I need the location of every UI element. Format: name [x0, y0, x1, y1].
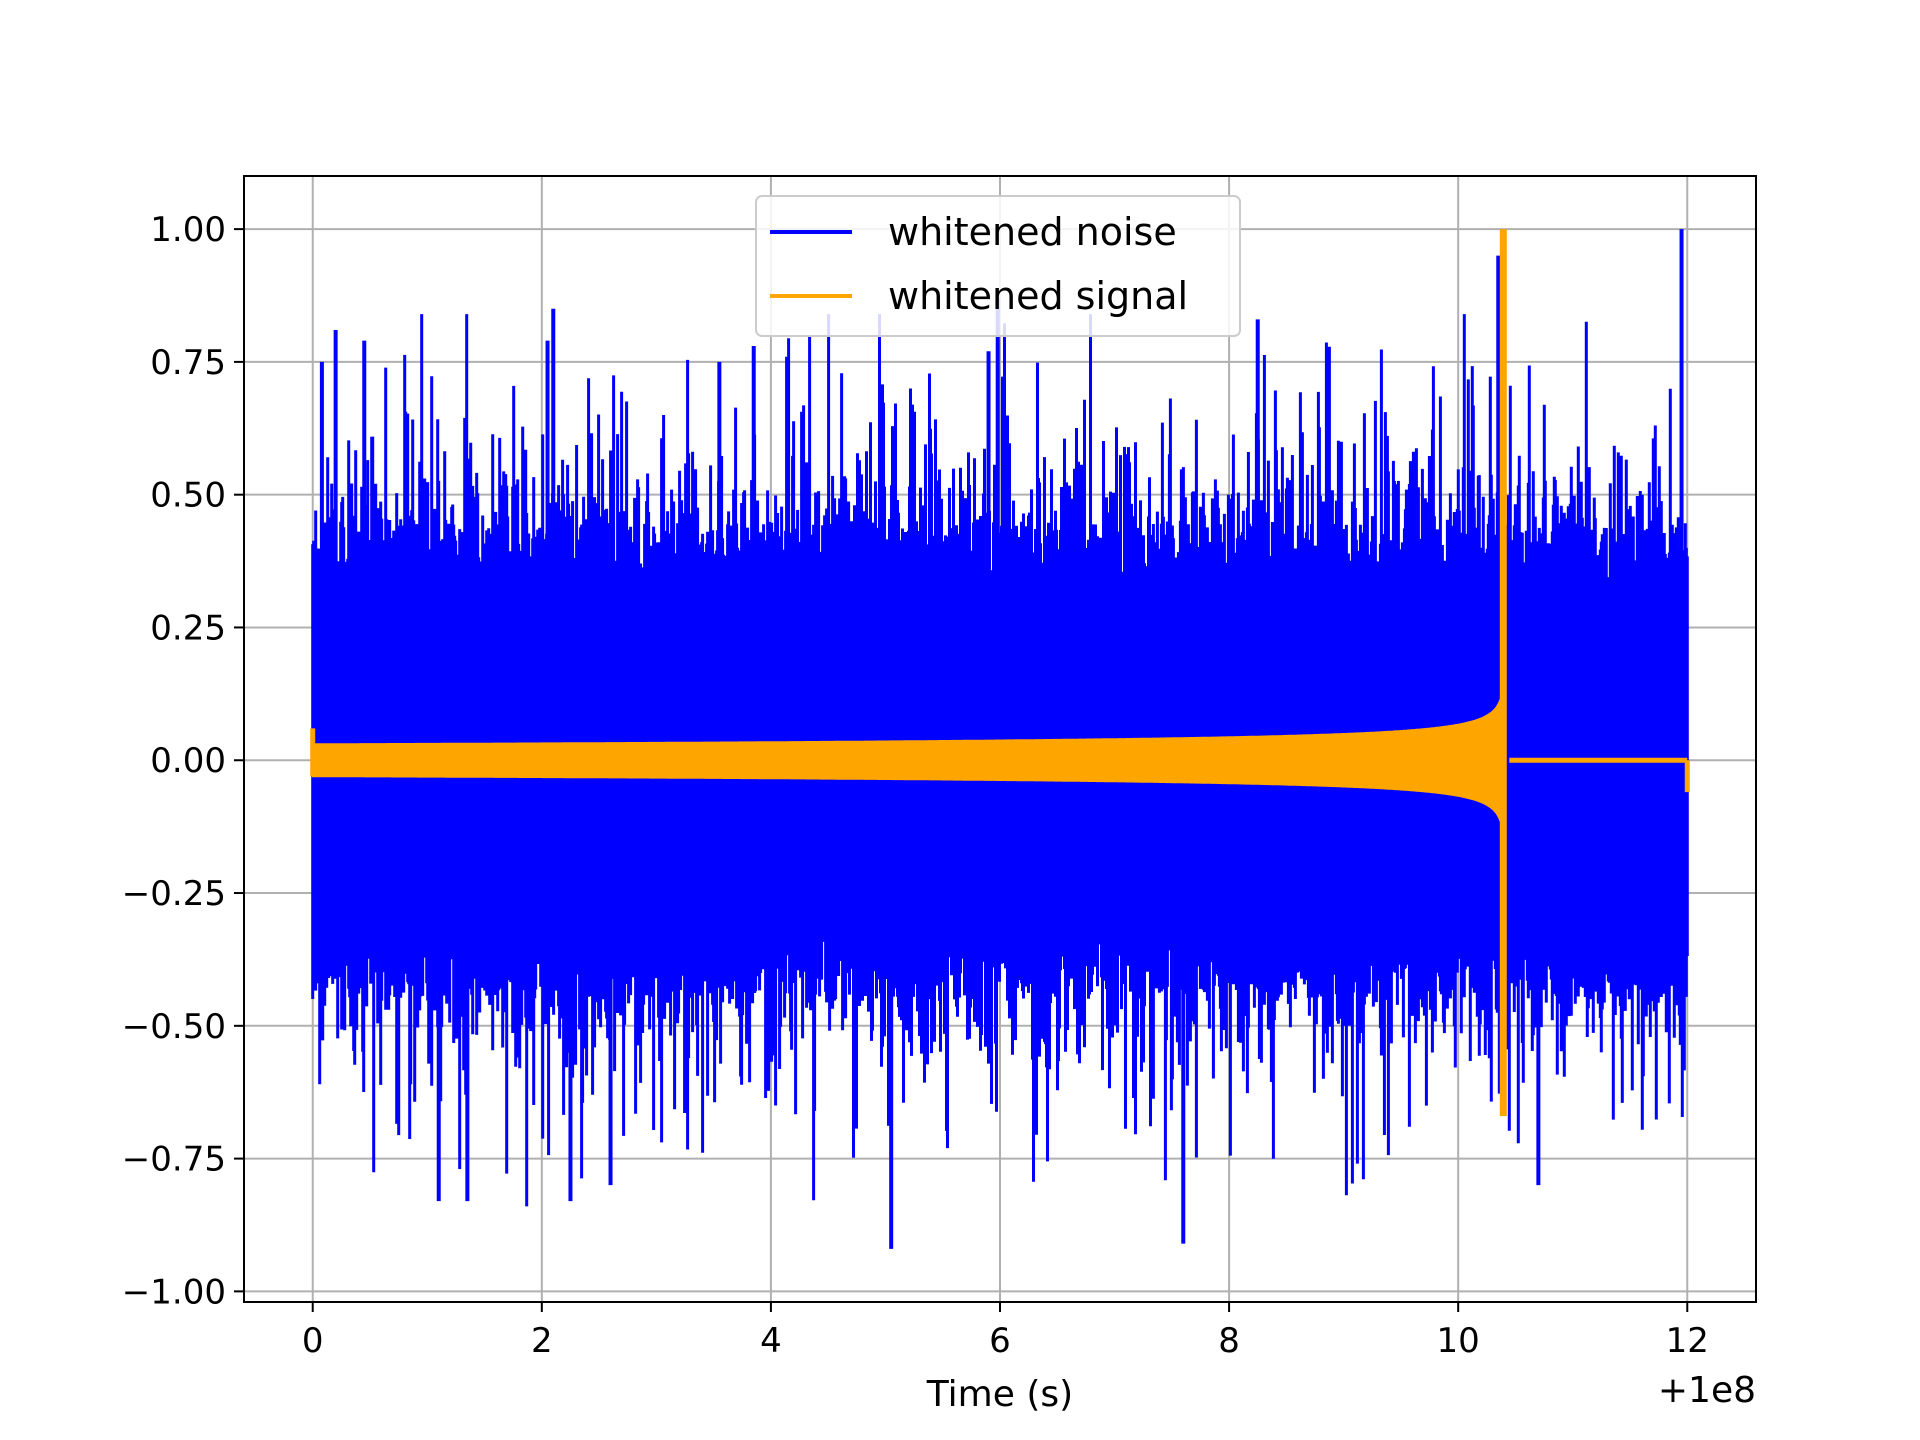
legend: whitened noise whitened signal: [755, 195, 1241, 337]
x-axis-label: Time (s): [926, 1374, 1073, 1415]
x-axis-offset-label: +1e8: [1658, 1370, 1756, 1411]
y-tick-label: −0.25: [122, 874, 226, 914]
y-tick-label: 0.00: [150, 741, 226, 781]
series-whitened-signal: [310, 229, 1690, 1117]
y-tick-label: −1.00: [122, 1272, 226, 1312]
y-tick-label: 0.75: [150, 343, 226, 383]
y-tick-label: 0.25: [150, 608, 226, 648]
x-tick-label: 2: [531, 1321, 553, 1361]
y-tick-label: −0.75: [122, 1140, 226, 1180]
x-tick-label: 4: [760, 1321, 782, 1361]
legend-label-whitened-signal: whitened signal: [888, 274, 1188, 318]
x-tick-label: 8: [1218, 1321, 1240, 1361]
x-tick-label: 6: [989, 1321, 1011, 1361]
x-tick-label: 0: [302, 1321, 324, 1361]
y-tick-label: 1.00: [150, 210, 226, 250]
y-tick-label: −0.50: [122, 1007, 226, 1047]
y-tick-label: 0.50: [150, 476, 226, 516]
series-whitened-noise: [311, 229, 1689, 1249]
axis-ticks: 0 2 4 6 8 10 12 1.00 0.75 0.50 0.25 0.00 −0.25 −0.50 −…: [122, 210, 1709, 1361]
x-tick-label: 10: [1437, 1321, 1480, 1361]
legend-label-whitened-noise: whitened noise: [888, 210, 1177, 254]
x-tick-label: 12: [1666, 1321, 1709, 1361]
legend-box: [755, 195, 1241, 337]
